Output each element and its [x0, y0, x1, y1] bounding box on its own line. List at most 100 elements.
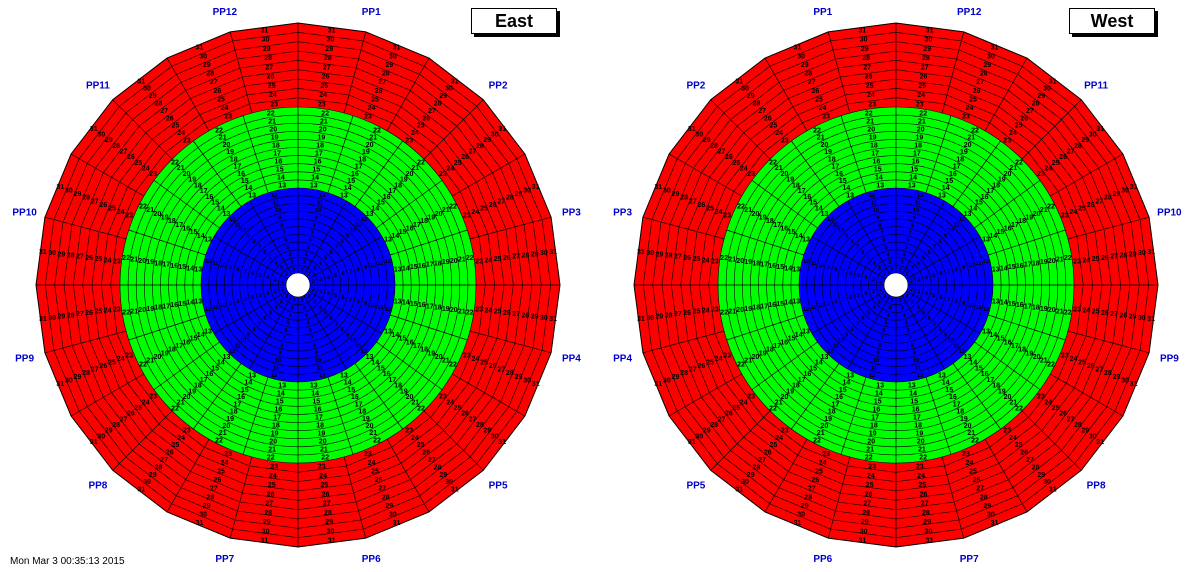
cell-number: 15	[910, 167, 918, 174]
cell-number: 4	[886, 313, 890, 319]
cell-number: 7	[947, 297, 950, 303]
cell-number: 26	[85, 255, 93, 262]
cell-number: 2	[292, 268, 295, 274]
cell-number: 19	[786, 177, 794, 184]
cell-number: 29	[703, 428, 711, 435]
cell-number: 25	[706, 205, 714, 212]
sector-boundary	[390, 229, 468, 256]
cell-number: 20	[1004, 171, 1012, 178]
cell-number: 31	[926, 538, 934, 545]
cell-number: 14	[245, 380, 253, 387]
cell-number: 17	[1011, 343, 1019, 350]
cell-number: 18	[154, 305, 162, 312]
cell-number: 18	[752, 305, 760, 312]
cell-number: 27	[91, 367, 99, 374]
cell-number: 30	[1121, 377, 1129, 384]
cell-number: 27	[1110, 254, 1118, 261]
cell-number: 26	[698, 363, 706, 370]
sector-boundary	[1067, 216, 1150, 240]
cell-number: 5	[932, 273, 935, 279]
cell-number: 28	[264, 55, 272, 62]
cell-number: 28	[82, 195, 90, 202]
cell-number: 15	[410, 301, 418, 308]
cell-number: 14	[942, 380, 950, 387]
cell-number: 31	[261, 538, 269, 545]
cell-number: 13	[194, 298, 202, 305]
cell-number: 27	[120, 416, 128, 423]
cell-number: 22	[737, 361, 745, 368]
sector-boundary	[166, 439, 210, 513]
cell-number: 30	[523, 377, 531, 384]
cell-number: 29	[483, 137, 491, 144]
cell-number: 20	[867, 438, 875, 445]
cell-number: 5	[922, 311, 925, 317]
cell-number: 6	[907, 238, 910, 244]
cell-number: 13	[394, 298, 402, 305]
cell-number: 30	[262, 528, 270, 535]
cell-number: 16	[206, 194, 214, 201]
cell-number: 14	[795, 332, 803, 339]
cell-number: 22	[122, 255, 130, 262]
cell-number: 8	[911, 223, 914, 229]
cell-number: 11	[213, 261, 219, 267]
cell-number: 7	[282, 336, 285, 342]
cell-number: 9	[278, 215, 281, 221]
cell-number: 8	[340, 327, 343, 333]
pp-label: PP12	[957, 7, 982, 18]
cell-number: 23	[224, 451, 232, 458]
cell-number: 2	[879, 287, 882, 293]
cell-number: 18	[956, 409, 964, 416]
sector-boundary	[153, 180, 220, 229]
cell-number: 23	[439, 171, 447, 178]
cell-number: 28	[665, 253, 673, 260]
cell-number: 21	[1009, 165, 1017, 172]
cell-number: 21	[442, 358, 450, 365]
cell-number: 26	[812, 88, 820, 95]
sector-boundary	[128, 314, 206, 341]
cell-number: 25	[1078, 360, 1086, 367]
cell-number: 20	[269, 438, 277, 445]
cell-number: 6	[251, 271, 254, 277]
cell-number: 22	[1015, 159, 1023, 166]
cell-number: 26	[489, 363, 497, 370]
cell-number: 10	[838, 228, 844, 234]
cell-number: 7	[349, 269, 352, 275]
cell-number: 31	[393, 45, 401, 52]
cell-number: 30	[860, 528, 868, 535]
cell-number: 18	[230, 156, 238, 163]
cell-number: 11	[235, 343, 241, 349]
cell-number: 10	[240, 338, 246, 344]
cell-number: 2	[890, 298, 893, 304]
cell-number: 18	[168, 218, 176, 225]
cell-number: 29	[672, 374, 680, 381]
cell-number: 11	[976, 305, 982, 311]
cell-number: 4	[319, 305, 323, 311]
cell-number: 11	[811, 261, 817, 267]
cell-number: 14	[989, 233, 997, 240]
cell-number: 17	[200, 377, 208, 384]
cell-number: 17	[315, 151, 323, 158]
cell-number: 19	[362, 416, 370, 423]
pp-label: PP2	[686, 80, 705, 91]
cell-number: 21	[219, 430, 227, 437]
cell-number: 28	[522, 312, 530, 319]
cell-number: 2	[301, 298, 304, 304]
cell-number: 24	[485, 308, 493, 315]
pp-label: PP11	[86, 80, 110, 91]
cell-number: 22	[1047, 361, 1055, 368]
cell-number: 24	[142, 399, 150, 406]
sector-boundary	[811, 290, 886, 334]
cell-number: 16	[170, 302, 178, 309]
cell-number: 26	[267, 491, 275, 498]
cell-number: 12	[229, 217, 235, 223]
cell-number: 25	[866, 482, 874, 489]
cell-number: 21	[268, 446, 276, 453]
cell-number: 25	[320, 83, 328, 90]
cell-number: 21	[967, 135, 975, 142]
sector-boundary	[974, 180, 1041, 229]
cell-number: 26	[973, 477, 981, 484]
cell-number: 11	[953, 223, 959, 229]
pp-label: PP1	[362, 7, 381, 18]
cell-number: 22	[321, 111, 329, 118]
cell-number: 27	[323, 64, 331, 71]
